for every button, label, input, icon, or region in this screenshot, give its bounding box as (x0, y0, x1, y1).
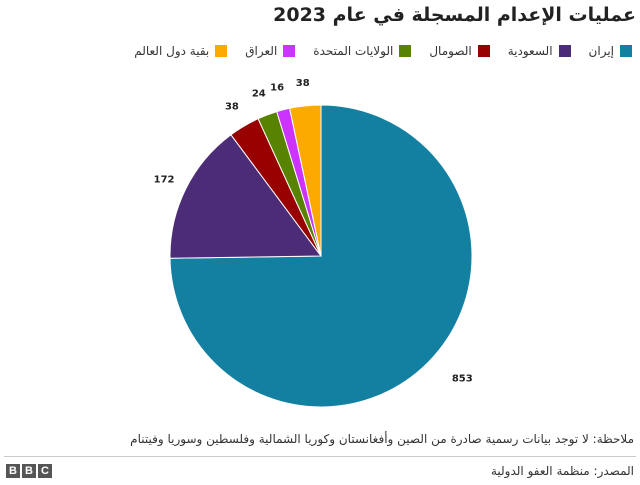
legend-label: السعودية (507, 44, 553, 58)
footer-divider (4, 456, 636, 457)
slice-value-label: 853 (452, 373, 473, 384)
legend-label: بقية دول العالم (134, 44, 210, 58)
slice-value-label: 16 (270, 83, 284, 94)
slice-value-label: 172 (154, 175, 175, 186)
legend-swatch (558, 45, 571, 57)
slice-value-label: 38 (225, 101, 239, 112)
legend-swatch (477, 45, 490, 57)
legend-label: العراق (245, 44, 278, 58)
legend-label: الولايات المتحدة (313, 44, 394, 58)
slice-value-label: 38 (296, 78, 310, 89)
legend-item: بقية دول العالم (134, 44, 228, 58)
legend-item: إيران (589, 44, 632, 58)
pie-slice (169, 134, 322, 259)
bbc-logo-block: B (22, 464, 36, 478)
legend-swatch (620, 45, 632, 57)
legend-item: السعودية (508, 44, 571, 58)
legend-item: الصومال (429, 44, 490, 58)
chart-legend: إيران السعودية الصومال الولايات المتحدة العر… (12, 44, 632, 58)
legend-label: إيران (588, 44, 614, 58)
bbc-logo-block: C (38, 464, 52, 478)
legend-item: الولايات المتحدة (313, 44, 412, 58)
bbc-logo-block: B (6, 464, 20, 478)
chart-title: عمليات الإعدام المسجلة في عام 2023 (273, 4, 636, 26)
chart-source: المصدر: منظمة العفو الدولية (490, 464, 634, 478)
pie-slice (169, 104, 473, 408)
slice-value-label: 24 (252, 88, 266, 99)
chart-note: ملاحظة: لا توجد بيانات رسمية صادرة من ال… (130, 432, 634, 446)
legend-item: العراق (245, 44, 296, 58)
legend-label: الصومال (429, 44, 472, 58)
legend-swatch (283, 45, 296, 57)
legend-swatch (399, 45, 412, 57)
pie-slice (289, 104, 322, 257)
legend-swatch (215, 45, 228, 57)
